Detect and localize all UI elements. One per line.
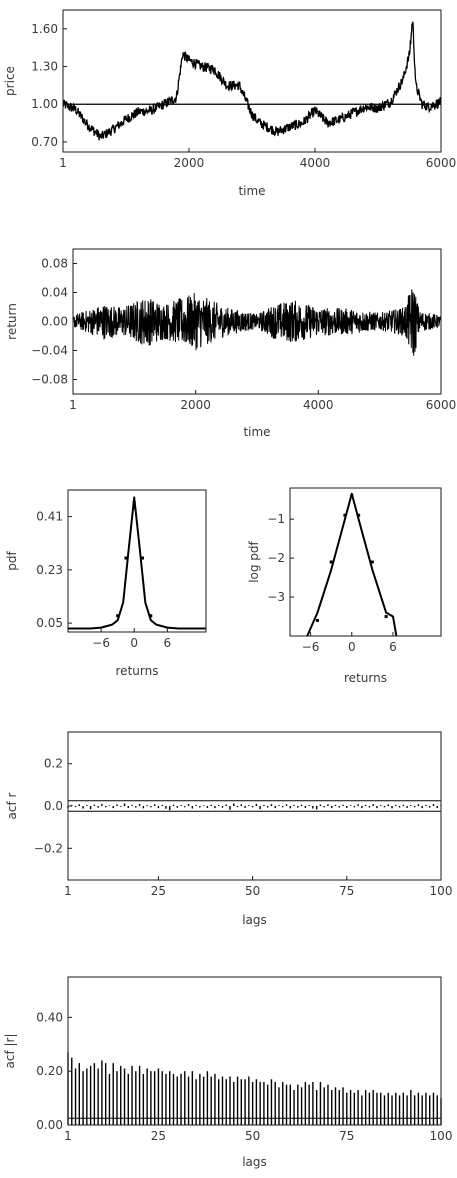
acf-r-x-tick-label: 100 (430, 884, 453, 898)
price-series-line (63, 21, 441, 141)
acf-abs-r-y-tick-label: 0.20 (36, 1064, 63, 1078)
price-y-tick-label: 1.60 (31, 22, 58, 36)
acf-r-chart: 1 25 50 75 100 −0.2 0.0 0.2 lags acf r (5, 731, 453, 927)
price-x-tick-label: 4000 (300, 156, 331, 170)
acf-abs-r-chart: 1 25 50 75 100 0.00 0.20 0.40 lags acf |r| (3, 976, 453, 1169)
log-pdf-x-tick-label: 6 (389, 640, 397, 654)
log-pdf-x-axis-label: returns (344, 671, 387, 685)
price-y-tick-label: 0.70 (31, 135, 58, 149)
price-y-tick-label: 1.30 (31, 60, 58, 74)
pdf-data-point (116, 614, 120, 618)
return-chart: 1 2000 4000 6000 −0.08 −0.04 0.00 0.04 0.08 time r… (5, 248, 457, 439)
return-x-tick-label: 4000 (303, 398, 334, 412)
pdf-y-tick-label: 0.41 (36, 510, 63, 524)
pdf-data-point (149, 614, 153, 618)
return-y-tick-label: 0.00 (41, 315, 68, 329)
return-series-line (73, 289, 441, 356)
log-pdf-y-tick-label: −1 (267, 512, 285, 526)
price-x-axis-label: time (238, 184, 265, 198)
acf-r-x-axis-label: lags (242, 913, 267, 927)
pdf-x-tick-label: −6 (92, 636, 110, 650)
acf-abs-r-x-tick-label: 50 (245, 1129, 260, 1143)
log-pdf-x-tick-label: 0 (348, 640, 356, 654)
log-pdf-data-point (343, 513, 347, 517)
pdf-data-point (132, 506, 136, 510)
log-pdf-data-point (350, 494, 354, 498)
return-x-axis-label: time (243, 425, 270, 439)
pdf-x-axis-label: returns (116, 664, 159, 678)
acf-r-y-axis-label: acf r (5, 792, 19, 819)
acf-r-x-tick-label: 1 (64, 884, 72, 898)
pdf-chart: −6 0 6 0.05 0.23 0.41 returns pdf (5, 489, 207, 678)
pdf-plot-frame (67, 489, 207, 633)
pdf-y-tick-label: 0.05 (36, 616, 63, 630)
acf-r-x-tick-label: 25 (151, 884, 166, 898)
return-x-tick-label: 6000 (426, 398, 457, 412)
log-pdf-data-point (315, 618, 319, 622)
log-pdf-y-tick-label: −3 (267, 590, 285, 604)
price-x-tick-label: 2000 (174, 156, 205, 170)
return-y-tick-label: 0.04 (41, 286, 68, 300)
return-y-tick-label: −0.04 (31, 344, 68, 358)
acf-r-x-tick-label: 50 (245, 884, 260, 898)
acf-abs-r-y-axis-label: acf |r| (3, 1033, 17, 1068)
return-y-tick-label: 0.08 (41, 257, 68, 271)
price-y-tick-label: 1.00 (31, 97, 58, 111)
log-pdf-data-point (370, 560, 374, 564)
pdf-data-point (124, 556, 128, 560)
log-pdf-fit-curve (306, 492, 398, 636)
acf-abs-r-x-tick-label: 100 (430, 1129, 453, 1143)
price-y-axis-label: price (3, 66, 17, 96)
pdf-y-axis-label: pdf (5, 551, 19, 571)
acf-abs-r-x-tick-label: 75 (339, 1129, 354, 1143)
acf-r-y-tick-label: −0.2 (34, 841, 63, 855)
return-y-tick-label: −0.08 (31, 373, 68, 387)
price-x-tick-label: 1 (59, 156, 67, 170)
log-pdf-y-axis-label: log pdf (247, 540, 261, 582)
acf-abs-r-x-axis-label: lags (242, 1155, 267, 1169)
pdf-x-tick-label: 0 (130, 636, 138, 650)
acf-abs-r-y-tick-label: 0.00 (36, 1118, 63, 1132)
return-x-tick-label: 2000 (180, 398, 211, 412)
pdf-y-tick-label: 0.23 (36, 563, 63, 577)
acf-abs-r-x-tick-label: 25 (151, 1129, 166, 1143)
pdf-data-point (141, 556, 145, 560)
pdf-fit-curve (68, 496, 206, 630)
log-pdf-plot-frame (289, 487, 442, 637)
pdf-x-tick-label: 6 (164, 636, 172, 650)
log-pdf-x-tick-label: −6 (302, 640, 320, 654)
log-pdf-data-point (384, 615, 388, 619)
return-x-tick-label: 1 (69, 398, 77, 412)
acf-abs-r-x-tick-label: 1 (64, 1129, 72, 1143)
log-pdf-chart: −6 0 6 −3 −2 −1 returns log pdf (247, 487, 442, 685)
acf-abs-r-y-tick-label: 0.40 (36, 1010, 63, 1024)
acf-r-y-tick-label: 0.0 (44, 799, 63, 813)
log-pdf-data-point (329, 560, 333, 564)
return-y-axis-label: return (5, 303, 19, 340)
log-pdf-data-point (357, 513, 361, 517)
acf-abs-r-plot-frame (67, 976, 442, 1126)
price-x-tick-label: 6000 (426, 156, 457, 170)
acf-r-y-tick-label: 0.2 (44, 757, 63, 771)
log-pdf-y-tick-label: −2 (267, 551, 285, 565)
acf-r-x-tick-label: 75 (339, 884, 354, 898)
price-plot-frame (62, 9, 442, 153)
price-chart: 1 2000 4000 6000 0.70 1.00 1.30 1.60 time price (3, 9, 457, 198)
